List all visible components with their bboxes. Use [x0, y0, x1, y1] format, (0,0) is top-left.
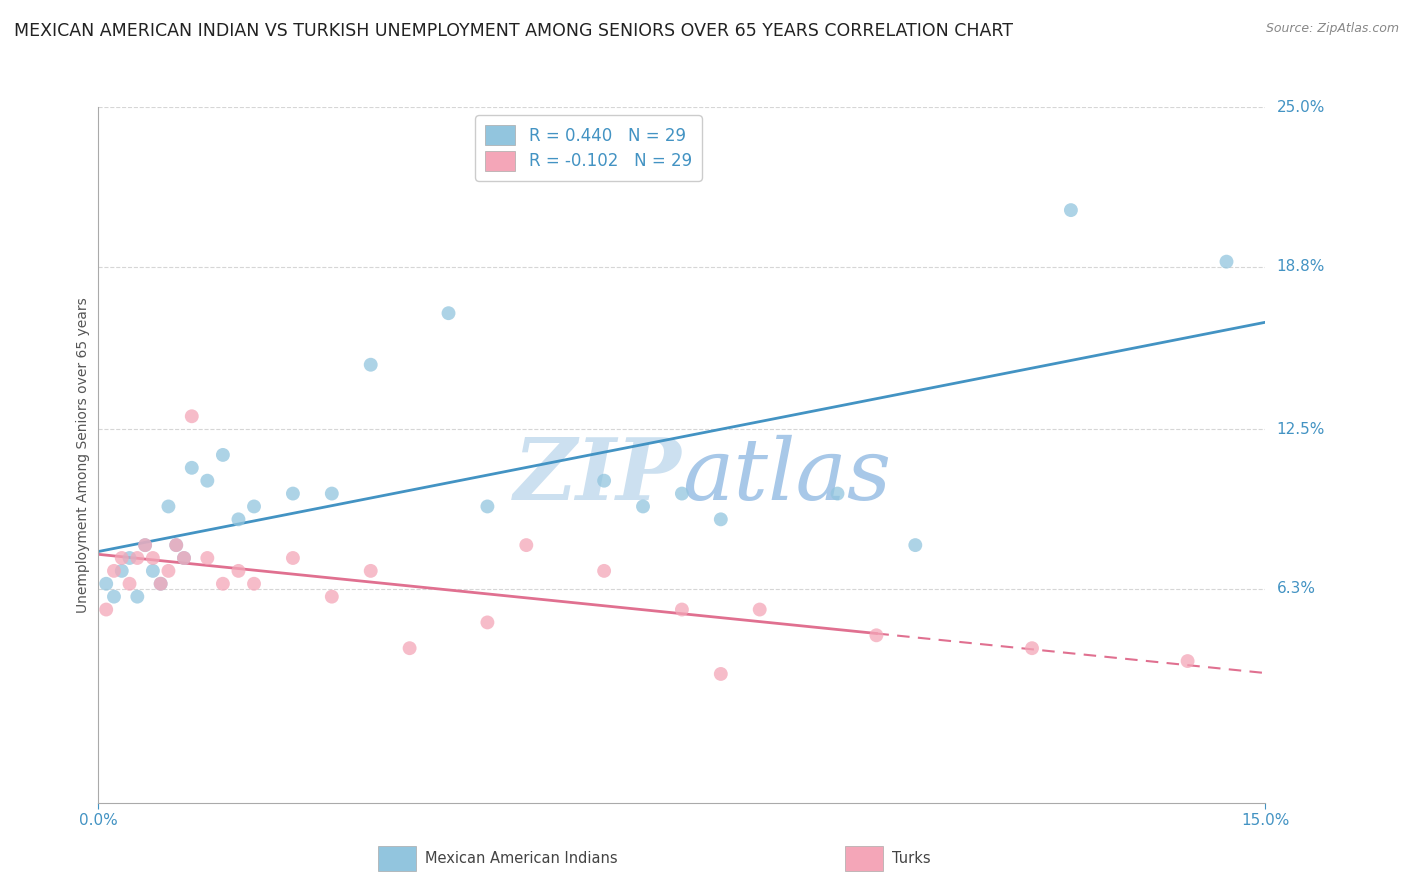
Point	[321, 486, 343, 500]
Point	[827, 486, 849, 500]
Point	[1177, 654, 1199, 668]
Point	[515, 538, 537, 552]
Point	[134, 538, 156, 552]
Point	[134, 538, 156, 552]
Point	[165, 538, 187, 552]
Point	[142, 564, 165, 578]
Point	[96, 576, 118, 591]
Point	[173, 551, 195, 566]
Point	[671, 602, 693, 616]
Point	[748, 602, 770, 616]
Point	[228, 512, 250, 526]
Point	[1021, 641, 1043, 656]
Point	[212, 448, 235, 462]
Point	[477, 500, 499, 514]
Point	[111, 551, 134, 566]
Point	[228, 564, 250, 578]
Text: Turks: Turks	[891, 851, 931, 866]
Text: atlas: atlas	[682, 434, 891, 517]
Point	[111, 564, 134, 578]
Point	[103, 590, 125, 604]
Point	[127, 551, 149, 566]
Point	[118, 551, 141, 566]
Text: 25.0%: 25.0%	[1277, 100, 1324, 114]
Point	[904, 538, 927, 552]
Text: ZIP: ZIP	[515, 434, 682, 517]
Point	[281, 551, 304, 566]
Point	[398, 641, 420, 656]
Point	[1060, 203, 1083, 218]
Point	[243, 500, 266, 514]
Point	[593, 564, 616, 578]
Text: 18.8%: 18.8%	[1277, 260, 1324, 275]
FancyBboxPatch shape	[378, 847, 416, 871]
Text: MEXICAN AMERICAN INDIAN VS TURKISH UNEMPLOYMENT AMONG SENIORS OVER 65 YEARS CORR: MEXICAN AMERICAN INDIAN VS TURKISH UNEMP…	[14, 22, 1014, 40]
Point	[710, 667, 733, 681]
Text: 6.3%: 6.3%	[1277, 582, 1316, 597]
Point	[360, 358, 382, 372]
Point	[710, 512, 733, 526]
Point	[1215, 254, 1237, 268]
Point	[631, 500, 654, 514]
Text: Mexican American Indians: Mexican American Indians	[425, 851, 617, 866]
Point	[157, 564, 180, 578]
Point	[127, 590, 149, 604]
Legend: R = 0.440   N = 29, R = -0.102   N = 29: R = 0.440 N = 29, R = -0.102 N = 29	[475, 115, 702, 180]
Point	[593, 474, 616, 488]
Point	[212, 576, 235, 591]
Y-axis label: Unemployment Among Seniors over 65 years: Unemployment Among Seniors over 65 years	[76, 297, 90, 613]
Point	[195, 551, 218, 566]
Point	[281, 486, 304, 500]
Point	[671, 486, 693, 500]
Point	[321, 590, 343, 604]
Point	[157, 500, 180, 514]
Point	[165, 538, 187, 552]
Point	[118, 576, 141, 591]
Point	[149, 576, 172, 591]
Point	[195, 474, 218, 488]
Point	[142, 551, 165, 566]
FancyBboxPatch shape	[845, 847, 883, 871]
Point	[865, 628, 887, 642]
Point	[180, 409, 202, 424]
Point	[243, 576, 266, 591]
Point	[173, 551, 195, 566]
Point	[437, 306, 460, 320]
Point	[103, 564, 125, 578]
Point	[96, 602, 118, 616]
Text: Source: ZipAtlas.com: Source: ZipAtlas.com	[1265, 22, 1399, 36]
Point	[477, 615, 499, 630]
Point	[360, 564, 382, 578]
Point	[149, 576, 172, 591]
Text: 12.5%: 12.5%	[1277, 422, 1324, 437]
Point	[180, 460, 202, 475]
